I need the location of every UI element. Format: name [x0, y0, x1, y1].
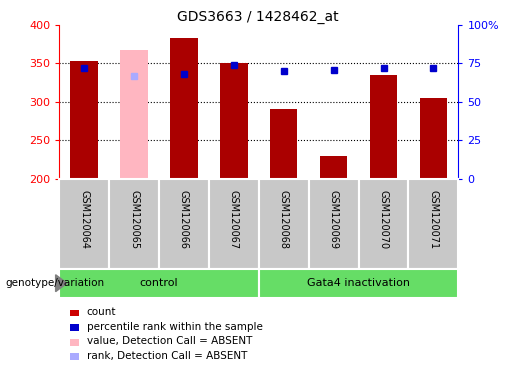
Text: percentile rank within the sample: percentile rank within the sample [87, 322, 263, 332]
Bar [170, 38, 198, 179]
Bar [121, 50, 148, 179]
Bar [420, 98, 447, 179]
Bar [220, 63, 248, 179]
Polygon shape [56, 275, 67, 292]
Bar [370, 75, 397, 179]
Text: GSM120071: GSM120071 [428, 190, 438, 249]
Text: GSM120070: GSM120070 [379, 190, 388, 249]
Bar [320, 156, 347, 179]
Text: genotype/variation: genotype/variation [5, 278, 104, 288]
Text: value, Detection Call = ABSENT: value, Detection Call = ABSENT [87, 336, 252, 346]
Text: GSM120066: GSM120066 [179, 190, 189, 249]
Bar [270, 109, 298, 179]
Bar [71, 61, 98, 179]
Text: GSM120069: GSM120069 [329, 190, 339, 249]
Text: rank, Detection Call = ABSENT: rank, Detection Call = ABSENT [87, 351, 247, 361]
Text: GSM120065: GSM120065 [129, 190, 139, 249]
Text: GSM120064: GSM120064 [79, 190, 89, 249]
Text: control: control [140, 278, 178, 288]
Text: GDS3663 / 1428462_at: GDS3663 / 1428462_at [177, 10, 338, 23]
Text: GSM120067: GSM120067 [229, 190, 239, 249]
Text: GSM120068: GSM120068 [279, 190, 289, 249]
Text: Gata4 inactivation: Gata4 inactivation [307, 278, 410, 288]
Text: count: count [87, 307, 116, 317]
